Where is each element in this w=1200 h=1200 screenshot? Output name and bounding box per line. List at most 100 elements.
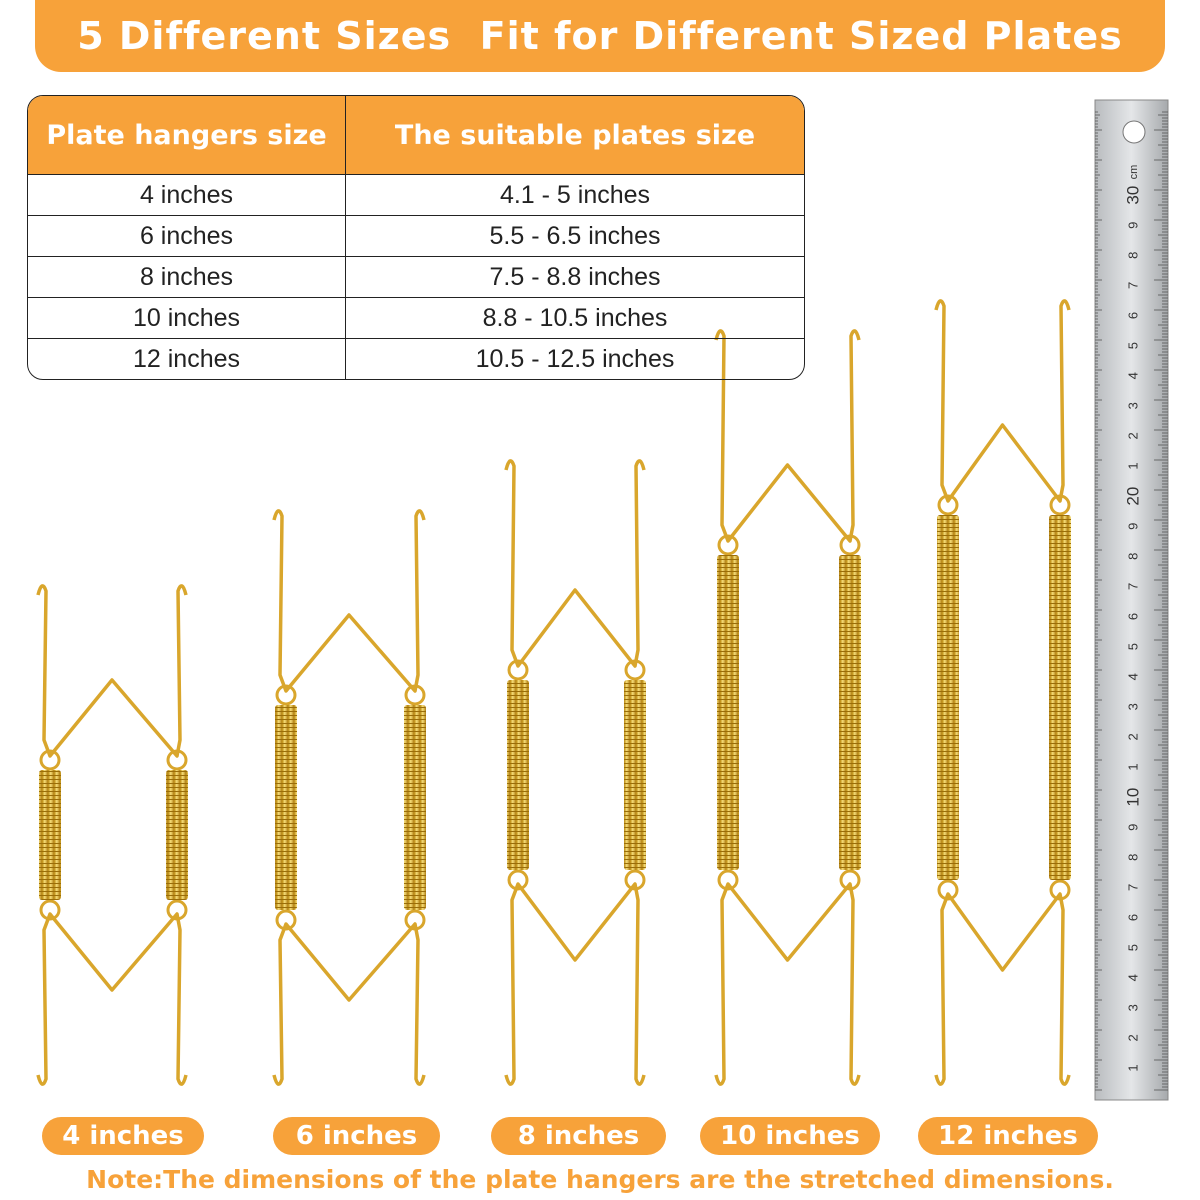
ruler-label: 6 (1125, 613, 1140, 620)
note: Note:The dimensions of the plate hangers… (86, 1165, 1114, 1194)
spring (404, 705, 426, 910)
table-cell: 12 inches (28, 338, 345, 379)
title-banner: 5 Different Sizes Fit for Different Size… (35, 0, 1165, 72)
ring (39, 899, 61, 921)
size-label: 4 inches (42, 1117, 204, 1155)
ring (624, 869, 646, 891)
ring (404, 909, 426, 931)
table-header: Plate hangers size (28, 96, 345, 174)
hanger-wire (504, 882, 646, 1086)
ruler-label: 5 (1125, 342, 1140, 349)
table-cell: 8 inches (28, 256, 345, 297)
hanger-wire (714, 882, 861, 1086)
ruler-label: 3 (1125, 1004, 1140, 1011)
ruler-hole (1122, 120, 1146, 144)
hanger-wire (36, 584, 188, 758)
ring (507, 869, 529, 891)
size-label: 10 inches (700, 1117, 880, 1155)
table-row: 4 inches 4.1 - 5 inches (28, 174, 804, 215)
ruler-label: 1 (1125, 1064, 1140, 1071)
hanger-wire (714, 329, 861, 543)
hanger-wire (272, 922, 426, 1086)
ruler-label: 5 (1125, 643, 1140, 650)
ring (275, 684, 297, 706)
table-header: The suitable plates size (345, 96, 804, 174)
ruler-label: 4 (1125, 673, 1140, 680)
spring (717, 555, 739, 870)
size-label: 6 inches (273, 1117, 440, 1155)
spring (507, 680, 529, 870)
ring (166, 899, 188, 921)
ruler-label: 8 (1125, 854, 1140, 861)
ruler-label: 7 (1125, 282, 1140, 289)
table-cell: 4.1 - 5 inches (345, 174, 804, 215)
table-cell: 6 inches (28, 215, 345, 256)
ruler-label: 7 (1125, 583, 1140, 590)
hanger-wire (934, 299, 1071, 503)
ruler-label: 8 (1125, 252, 1140, 259)
spring (839, 555, 861, 870)
ring (839, 869, 861, 891)
ruler-label: 6 (1125, 914, 1140, 921)
ring (1049, 879, 1071, 901)
ruler-label: 6 (1125, 312, 1140, 319)
table-row: 10 inches 8.8 - 10.5 inches (28, 297, 804, 338)
table-cell: 10 inches (28, 297, 345, 338)
hanger-wire (504, 459, 646, 668)
hanger-wire (272, 509, 426, 693)
ruler-unit: cm (1128, 165, 1140, 180)
ring (937, 494, 959, 516)
table-cell: 10.5 - 12.5 inches (345, 338, 804, 379)
table-row: 6 inches 5.5 - 6.5 inches (28, 215, 804, 256)
ring (624, 659, 646, 681)
table-cell: 4 inches (28, 174, 345, 215)
hanger-wire (934, 892, 1071, 1086)
table-cell: 8.8 - 10.5 inches (345, 297, 804, 338)
table-row: 12 inches 10.5 - 12.5 inches (28, 338, 804, 379)
spring (275, 705, 297, 910)
ruler-label: 8 (1125, 553, 1140, 560)
spring (166, 770, 188, 900)
size-label: 12 inches (918, 1117, 1098, 1155)
hanger-wire (36, 912, 188, 1086)
ruler-label: 2 (1125, 1034, 1140, 1041)
size-label: 8 inches (491, 1117, 666, 1155)
ring (717, 534, 739, 556)
ruler-label: 20 (1123, 487, 1142, 506)
ring (404, 684, 426, 706)
ruler-label: 10 (1123, 788, 1142, 807)
ruler-label: 9 (1125, 824, 1140, 831)
spring (39, 770, 61, 900)
spring (1049, 515, 1071, 880)
ruler-label: 9 (1125, 523, 1140, 530)
ruler-label: 9 (1125, 222, 1140, 229)
ruler-label: 4 (1125, 372, 1140, 379)
ring (839, 534, 861, 556)
table-row: 8 inches 7.5 - 8.8 inches (28, 256, 804, 297)
ring (937, 879, 959, 901)
ruler-label: 5 (1125, 944, 1140, 951)
spring (624, 680, 646, 870)
ruler (1094, 99, 1169, 1101)
spring (937, 515, 959, 880)
ruler-label: 1 (1125, 462, 1140, 469)
ring (717, 869, 739, 891)
ruler-label: 1 (1125, 763, 1140, 770)
ring (507, 659, 529, 681)
ruler-label: 7 (1125, 884, 1140, 891)
size-table: Plate hangers size The suitable plates s… (27, 95, 805, 380)
ruler-label: 2 (1125, 733, 1140, 740)
ruler-label: 3 (1125, 402, 1140, 409)
table-cell: 5.5 - 6.5 inches (345, 215, 804, 256)
ring (39, 749, 61, 771)
ring (275, 909, 297, 931)
ring (1049, 494, 1071, 516)
ruler-label: 3 (1125, 703, 1140, 710)
ruler-label: 2 (1125, 432, 1140, 439)
ruler-label: 4 (1125, 974, 1140, 981)
ruler-label: 30 (1123, 186, 1142, 205)
table-cell: 7.5 - 8.8 inches (345, 256, 804, 297)
ring (166, 749, 188, 771)
